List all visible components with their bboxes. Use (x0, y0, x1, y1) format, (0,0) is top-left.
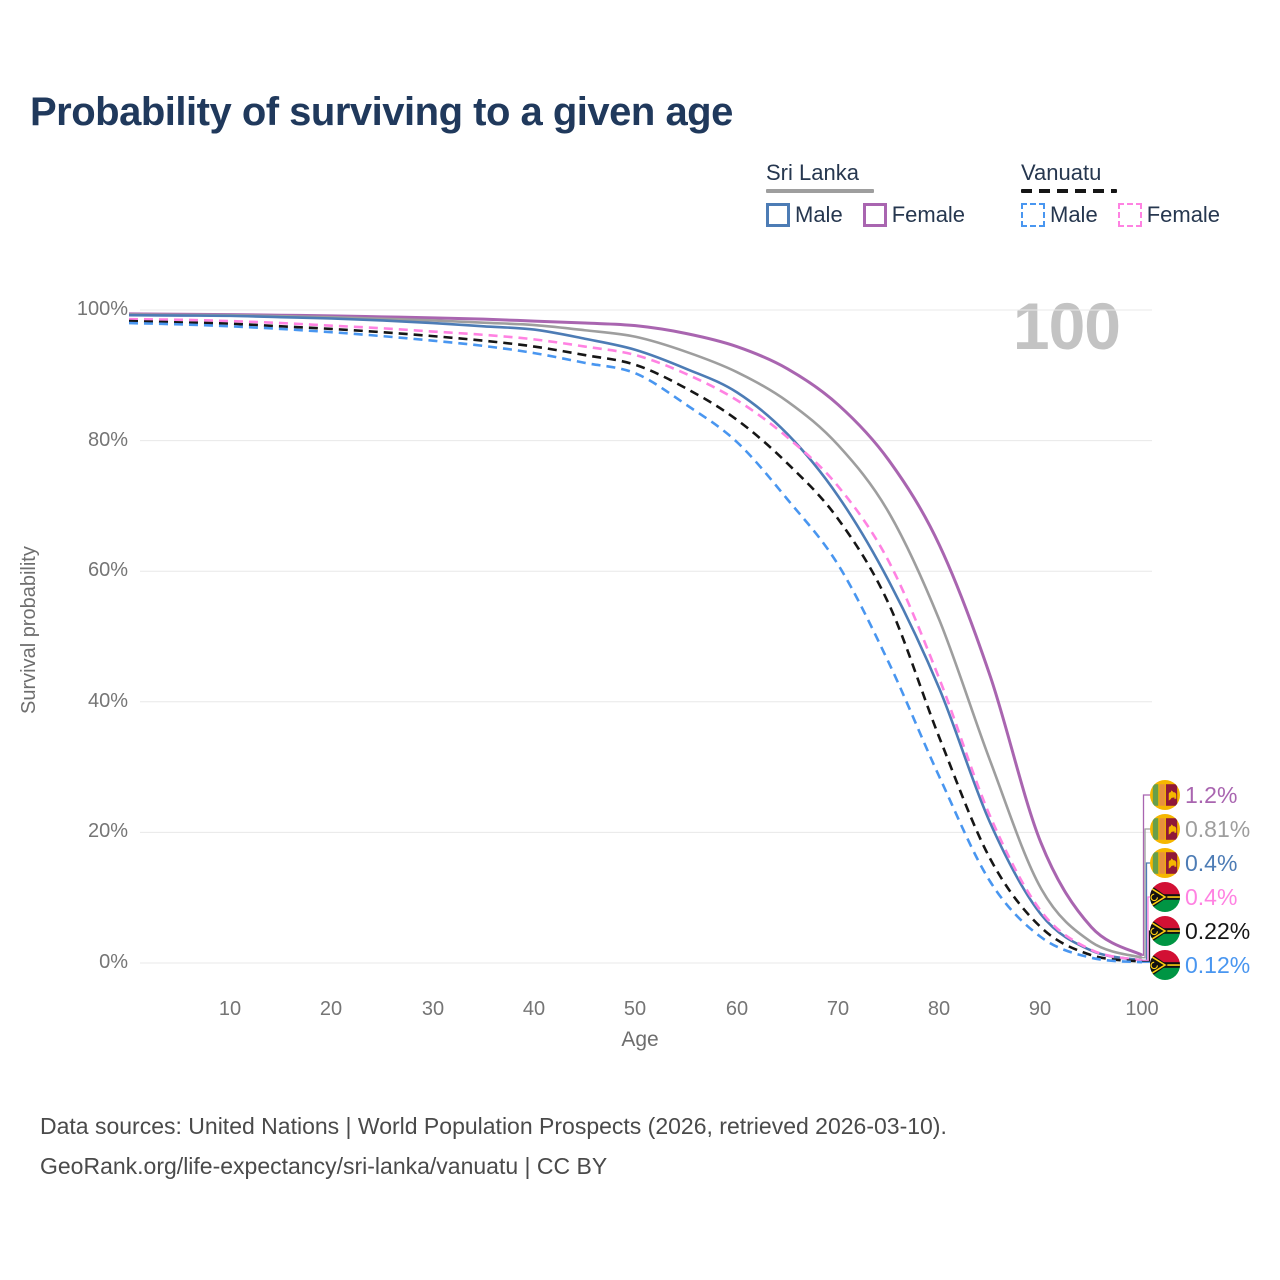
legend-line-sample-vanuatu (1021, 189, 1117, 193)
x-tick-90: 90 (1028, 998, 1052, 1020)
legend-swatch-sri-lanka-female[interactable] (862, 203, 887, 227)
end-label-4: 0.22% (1150, 916, 1250, 946)
legend-swatch-vanuatu-female[interactable] (1117, 203, 1142, 227)
legend-country-vanuatu[interactable]: Vanuatu (1021, 160, 1102, 185)
end-label-value: 1.2% (1185, 781, 1238, 808)
legend-swatch-sri-lanka-male[interactable] (766, 203, 790, 227)
vanuatu-flag-icon (1150, 882, 1180, 912)
end-label-value: 0.4% (1185, 849, 1238, 876)
legend-group-vanuatu: Vanuatu Male Female (1021, 160, 1271, 228)
vanuatu-flag-icon (1150, 950, 1180, 980)
x-tick-60: 60 (725, 998, 749, 1020)
x-tick-10: 10 (218, 998, 242, 1020)
sri-lanka-flag-icon (1150, 814, 1180, 844)
x-axis-title: Age (621, 1028, 659, 1051)
end-label-5: 0.12% (1150, 950, 1250, 980)
x-tick-50: 50 (623, 998, 647, 1020)
y-tick-60: 60% (87, 559, 128, 581)
sri-lanka-flag-icon (1150, 848, 1180, 878)
legend-label-sri-lanka-male[interactable]: Male (795, 202, 843, 227)
age-watermark: 100 (1012, 289, 1121, 363)
x-tick-20: 20 (319, 998, 343, 1020)
x-tick-70: 70 (826, 998, 850, 1020)
data-source-line2: GeoRank.org/life-expectancy/sri-lanka/va… (40, 1153, 608, 1179)
end-label-value: 0.81% (1185, 815, 1251, 842)
x-tick-100: 100 (1125, 998, 1159, 1020)
end-label-value: 0.4% (1185, 883, 1238, 910)
x-tick-30: 30 (421, 998, 445, 1020)
end-label-3: 0.4% (1150, 882, 1237, 912)
data-source-note: Data sources: United Nations | World Pop… (40, 1106, 1200, 1186)
end-label-2: 0.4% (1150, 848, 1237, 878)
legend-label-sri-lanka-female[interactable]: Female (891, 202, 966, 227)
y-tick-80: 80% (87, 429, 128, 451)
end-label-value: 0.12% (1185, 951, 1251, 978)
legend-label-vanuatu-male[interactable]: Male (1050, 202, 1098, 227)
legend-country-sri-lanka[interactable]: Sri Lanka (766, 160, 859, 185)
page-title: Probability of surviving to a given age (30, 90, 733, 134)
legend-label-vanuatu-female[interactable]: Female (1146, 202, 1221, 227)
end-label-value: 0.22% (1185, 917, 1251, 944)
y-tick-100: 100% (76, 298, 128, 320)
x-tick-40: 40 (522, 998, 546, 1020)
y-tick-40: 40% (87, 690, 128, 712)
y-tick-20: 20% (87, 820, 128, 842)
x-tick-80: 80 (927, 998, 951, 1020)
legend-swatch-vanuatu-male[interactable] (1021, 203, 1045, 227)
legend-line-sample-sri-lanka (766, 189, 874, 193)
data-source-line1: Data sources: United Nations | World Pop… (40, 1113, 947, 1139)
vanuatu-flag-icon (1150, 916, 1180, 946)
end-label-1: 0.81% (1150, 814, 1250, 844)
legend-group-sri-lanka: Sri Lanka Male Female (766, 160, 1016, 228)
end-label-0: 1.2% (1150, 780, 1237, 810)
sri-lanka-flag-icon (1150, 780, 1180, 810)
y-tick-0: 0% (99, 951, 128, 973)
